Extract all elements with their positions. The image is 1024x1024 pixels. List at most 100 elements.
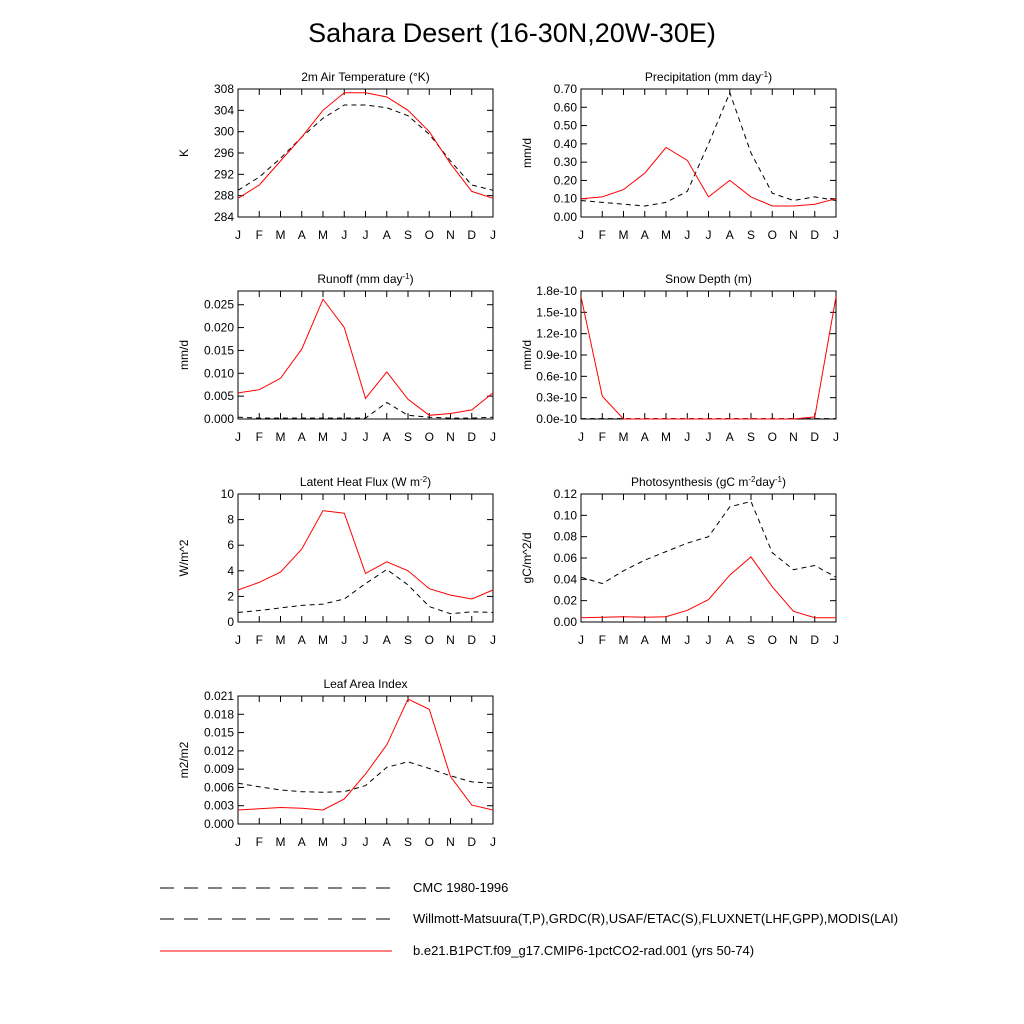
y-tick-label: 288 xyxy=(214,189,234,203)
x-tick-label: A xyxy=(383,633,391,647)
model-series-line xyxy=(580,296,837,420)
x-tick-label: F xyxy=(256,430,263,444)
x-tick-label: S xyxy=(404,633,412,647)
plot-frame xyxy=(237,290,494,420)
x-tick-label: J xyxy=(684,430,690,444)
y-tick-label: 0.005 xyxy=(204,389,234,403)
x-tick-label: D xyxy=(810,633,819,647)
y-tick-label: 296 xyxy=(214,146,234,160)
x-tick-label: M xyxy=(276,633,286,647)
y-axis-label: mm/d xyxy=(177,340,191,370)
x-tick-label: J xyxy=(341,430,347,444)
y-tick-label: 0.000 xyxy=(204,412,234,426)
x-tick-label: J xyxy=(341,633,347,647)
x-tick-label: A xyxy=(726,633,734,647)
y-axis-label: W/m^2 xyxy=(177,539,191,576)
x-tick-label: S xyxy=(747,430,755,444)
x-tick-label: D xyxy=(810,430,819,444)
x-tick-label: J xyxy=(235,835,241,849)
x-tick-label: J xyxy=(833,430,839,444)
x-tick-label: N xyxy=(789,633,798,647)
chart-panel-3: Runoff (mm day-1) mm/d 0.000 0.005 0.010 0.01… xyxy=(177,272,496,445)
x-tick-label: O xyxy=(425,633,434,647)
x-tick-label: J xyxy=(235,228,241,242)
y-tick-label: 1.2e-10 xyxy=(536,327,577,341)
y-tick-label: 0.018 xyxy=(204,707,234,721)
x-tick-label: J xyxy=(706,633,712,647)
x-tick-label: M xyxy=(619,430,629,444)
y-tick-label: 0.006 xyxy=(204,780,234,794)
y-tick-label: 0.06 xyxy=(554,551,578,565)
x-tick-label: F xyxy=(599,633,606,647)
x-tick-label: M xyxy=(661,633,671,647)
x-tick-label: S xyxy=(404,228,412,242)
y-tick-label: 0.20 xyxy=(554,173,578,187)
chart-panel-1: 2m Air Temperature (°K) K 284 288 292 296 300 3… xyxy=(177,70,496,242)
x-tick-label: O xyxy=(425,228,434,242)
y-tick-label: 1.8e-10 xyxy=(536,284,577,298)
chart-panel-2: Precipitation (mm day-1) mm/d 0.00 0.10 0.20… xyxy=(520,70,839,243)
x-tick-label: S xyxy=(404,430,412,444)
y-tick-label: 0.50 xyxy=(554,119,578,133)
y-tick-label: 0.021 xyxy=(204,689,234,703)
x-tick-label: M xyxy=(661,228,671,242)
y-tick-label: 0.9e-10 xyxy=(536,348,577,362)
x-tick-label: A xyxy=(298,430,306,444)
y-tick-label: 0.025 xyxy=(204,298,234,312)
obs-series-line xyxy=(580,91,837,207)
obs-series-line xyxy=(237,104,494,191)
obs-series-line xyxy=(237,401,494,419)
y-tick-label: 0.003 xyxy=(204,799,234,813)
y-tick-label: 0.3e-10 xyxy=(536,391,577,405)
y-axis-label: K xyxy=(177,149,191,157)
x-tick-label: O xyxy=(425,835,434,849)
x-tick-label: A xyxy=(641,228,649,242)
x-tick-label: D xyxy=(467,835,476,849)
y-tick-label: 0.012 xyxy=(204,744,234,758)
x-tick-label: M xyxy=(276,835,286,849)
y-tick-label: 0.0e-10 xyxy=(536,412,577,426)
y-axis-label: m2/m2 xyxy=(177,741,191,778)
y-tick-label: 0.00 xyxy=(554,615,578,629)
model-series-line xyxy=(580,556,836,619)
plot-frame xyxy=(237,88,494,218)
plot-frame xyxy=(237,493,494,623)
x-tick-label: M xyxy=(318,228,328,242)
x-tick-label: J xyxy=(235,633,241,647)
y-tick-label: 10 xyxy=(221,487,235,501)
x-tick-label: D xyxy=(467,430,476,444)
x-tick-label: M xyxy=(276,228,286,242)
x-tick-label: A xyxy=(726,430,734,444)
x-tick-label: S xyxy=(404,835,412,849)
y-tick-label: 300 xyxy=(214,125,234,139)
y-tick-label: 0.12 xyxy=(554,487,578,501)
y-tick-label: 0.015 xyxy=(204,343,234,357)
y-tick-label: 0.02 xyxy=(554,594,578,608)
x-tick-label: J xyxy=(684,633,690,647)
x-tick-label: J xyxy=(684,228,690,242)
obs-series-line xyxy=(237,761,494,793)
model-series-line xyxy=(237,92,494,199)
y-tick-label: 0.04 xyxy=(554,572,578,586)
x-tick-label: J xyxy=(490,835,496,849)
x-tick-label: J xyxy=(235,430,241,444)
x-tick-label: M xyxy=(318,835,328,849)
chart-panel-4: Snow Depth (m) mm/d 0.0e-10 0.3e-10 0.6e-10 0… xyxy=(520,272,839,444)
x-tick-label: J xyxy=(363,633,369,647)
y-tick-label: 0.010 xyxy=(204,366,234,380)
x-tick-label: J xyxy=(490,633,496,647)
x-tick-label: M xyxy=(661,430,671,444)
x-tick-label: J xyxy=(706,430,712,444)
plot-frame xyxy=(580,88,837,218)
chart-title: Precipitation (mm day-1) xyxy=(645,70,772,85)
y-tick-label: 4 xyxy=(227,564,234,578)
x-tick-label: J xyxy=(363,228,369,242)
y-axis-label: gC/m^2/d xyxy=(520,533,534,584)
x-tick-label: N xyxy=(446,228,455,242)
x-tick-label: F xyxy=(256,633,263,647)
x-tick-label: J xyxy=(578,430,584,444)
x-tick-label: N xyxy=(446,430,455,444)
y-axis-label: mm/d xyxy=(520,340,534,370)
